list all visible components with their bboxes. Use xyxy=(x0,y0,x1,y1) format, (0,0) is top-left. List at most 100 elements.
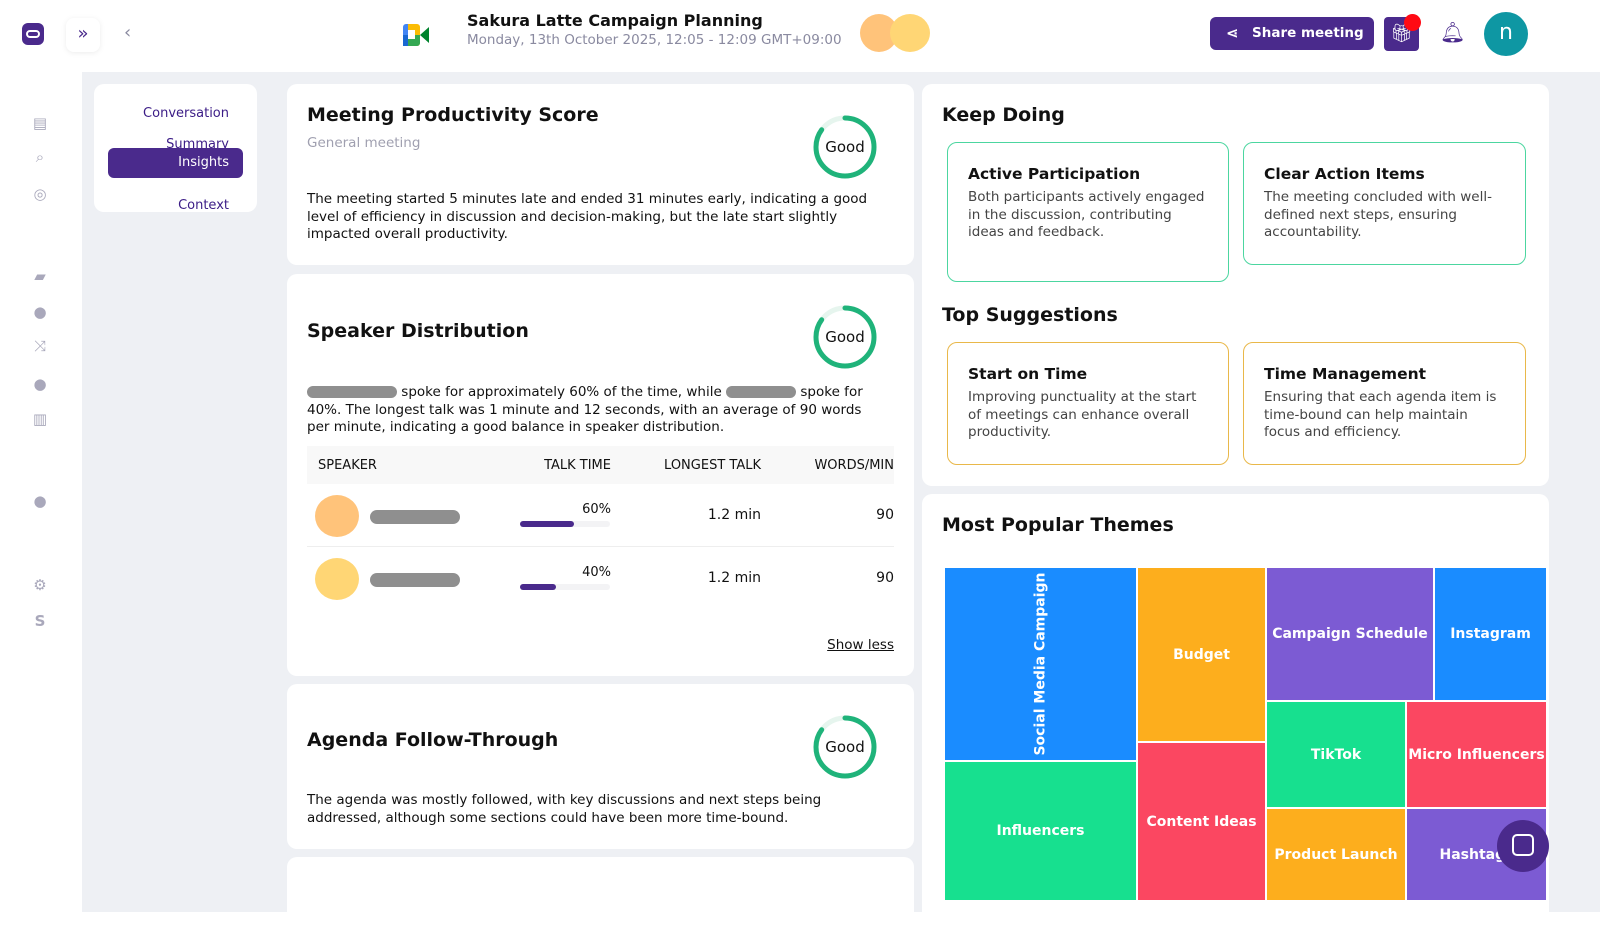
redacted-name xyxy=(726,386,797,398)
theme-influencers[interactable]: Influencers xyxy=(944,761,1137,901)
talk-time-bar xyxy=(520,521,610,527)
keep-doing-item: Clear Action Items The meeting concluded … xyxy=(1243,142,1526,265)
billing-dollar-icon[interactable]: S xyxy=(34,612,46,630)
item-text: Improving punctuality at the start of me… xyxy=(968,389,1197,440)
themes-title: Most Popular Themes xyxy=(942,514,1174,536)
redacted-speaker-name xyxy=(370,510,460,524)
item-text: The meeting concluded with well-defined … xyxy=(1264,189,1492,240)
table-row: 40% 1.2 min 90 xyxy=(307,547,894,610)
circles-icon[interactable]: ● xyxy=(33,375,47,393)
shuffle-icon[interactable]: ⤨ xyxy=(33,337,46,355)
gauge-arc xyxy=(813,115,877,179)
theme-micro-influencers[interactable]: Micro Influencers xyxy=(1406,701,1547,808)
theme-instagram[interactable]: Instagram xyxy=(1434,567,1547,701)
theme-label: Social Media Campaign xyxy=(1032,572,1049,756)
share-meeting-button[interactable]: ⋖ Share meeting xyxy=(1210,17,1374,50)
chat-icon xyxy=(1512,834,1534,856)
gauge-label: Good xyxy=(825,738,865,756)
nav-context[interactable]: Context xyxy=(178,198,229,213)
share-icon: ⋖ xyxy=(1226,24,1239,42)
col-longest-talk: LONGEST TALK xyxy=(664,458,761,473)
gauge-arc xyxy=(813,715,877,779)
theme-campaign-schedule[interactable]: Campaign Schedule xyxy=(1266,567,1434,701)
icon-sidebar: ▤ ⌕ ◎ ▰ ● ⤨ ● ▥ ● ⚙ S xyxy=(0,72,82,912)
words-per-min: 90 xyxy=(876,570,894,586)
table-row: 60% 1.2 min 90 xyxy=(307,484,894,547)
keep-doing-card: Keep Doing Active Participation Both part… xyxy=(922,84,1549,486)
card-text: The meeting started 5 minutes late and e… xyxy=(307,191,868,242)
app-logo-icon[interactable] xyxy=(22,23,44,45)
theme-content-ideas[interactable]: Content Ideas xyxy=(1137,742,1266,901)
item-text: Both participants actively engaged in th… xyxy=(968,189,1205,240)
gauge-label: Good xyxy=(825,328,865,346)
score-gauge: Good xyxy=(812,714,878,780)
card-title: Agenda Follow-Through xyxy=(307,729,559,751)
nav-insights[interactable]: Insights xyxy=(108,148,243,178)
score-gauge: Good xyxy=(812,114,878,180)
google-meet-icon xyxy=(403,24,429,46)
settings-gear-icon[interactable]: ⚙ xyxy=(33,576,47,594)
calendar-icon[interactable]: ▤ xyxy=(32,114,48,132)
chat-support-button[interactable] xyxy=(1497,820,1549,872)
search-icon[interactable]: ⌕ xyxy=(35,148,45,166)
item-title: Active Participation xyxy=(968,165,1141,183)
score-gauge: Good xyxy=(812,304,878,370)
nav-conversation[interactable]: Conversation xyxy=(143,106,229,121)
redacted-speaker-name xyxy=(370,573,460,587)
card-title: Speaker Distribution xyxy=(307,320,529,342)
words-per-min: 90 xyxy=(876,507,894,523)
bar-chart-icon[interactable]: ▥ xyxy=(32,410,48,428)
col-words-min: WORDS/MIN xyxy=(814,458,894,473)
film-reel-icon[interactable]: ◎ xyxy=(33,185,47,203)
text-part: spoke for approximately 60% of the time,… xyxy=(401,384,722,400)
card-title: Meeting Productivity Score xyxy=(307,104,599,126)
meeting-title: Sakura Latte Campaign Planning xyxy=(467,11,763,30)
section-nav: Conversation Summary Insights Context xyxy=(94,84,257,213)
text-part: spoke for xyxy=(800,384,863,400)
participant-avatar[interactable] xyxy=(890,14,930,52)
show-less-link[interactable]: Show less xyxy=(827,637,894,653)
speaker-card: Speaker Distribution Good spoke for appr… xyxy=(287,274,914,676)
smile-icon[interactable]: ● xyxy=(33,303,47,321)
productivity-card: Meeting Productivity Score General meeti… xyxy=(287,84,914,265)
longest-talk: 1.2 min xyxy=(707,507,761,523)
longest-talk: 1.2 min xyxy=(707,570,761,586)
redacted-name xyxy=(307,386,397,398)
keep-doing-item: Active Participation Both participants ac… xyxy=(947,142,1229,282)
agenda-card: Agenda Follow-Through Good The agenda wa… xyxy=(287,684,914,849)
talk-percent: 60% xyxy=(582,502,611,517)
theme-product-launch[interactable]: Product Launch xyxy=(1266,808,1406,901)
theme-tiktok[interactable]: TikTok xyxy=(1266,701,1406,808)
item-title: Time Management xyxy=(1264,365,1427,383)
keep-doing-title: Keep Doing xyxy=(942,104,1065,126)
notification-dot xyxy=(1404,14,1421,31)
card-text: The agenda was mostly followed, with key… xyxy=(307,792,822,826)
speaker-avatar xyxy=(315,495,359,537)
text-part: 40%. The longest talk was 1 minute and 1… xyxy=(307,401,862,436)
meeting-datetime: Monday, 13th October 2025, 12:05 - 12:09… xyxy=(467,32,842,48)
card-subtitle: General meeting xyxy=(307,135,421,151)
bell-icon[interactable]: 🔔︎ xyxy=(1440,20,1466,44)
gauge-arc xyxy=(813,305,877,369)
expand-sidebar-button[interactable]: » xyxy=(66,18,100,52)
main-content: Conversation Summary Insights Context Me… xyxy=(82,72,1600,937)
user-icon[interactable]: ● xyxy=(33,492,47,510)
gauge-label: Good xyxy=(825,138,865,156)
theme-social-media-campaign[interactable]: Social Media Campaign xyxy=(944,567,1137,761)
talk-time-bar xyxy=(520,584,610,590)
top-header: » ‹ Sakura Latte Campaign Planning Monda… xyxy=(0,0,1600,72)
card-text: spoke for approximately 60% of the time,… xyxy=(307,384,887,437)
back-chevron-icon[interactable]: ‹ xyxy=(124,22,132,43)
user-avatar[interactable]: n xyxy=(1484,12,1528,56)
item-text: Ensuring that each agenda item is time-b… xyxy=(1264,389,1497,440)
suggestions-title: Top Suggestions xyxy=(942,304,1118,326)
talk-percent: 40% xyxy=(582,565,611,580)
next-card xyxy=(287,857,914,937)
theme-budget[interactable]: Budget xyxy=(1137,567,1266,742)
col-speaker: SPEAKER xyxy=(318,458,377,473)
themes-treemap: Social Media Campaign Influencers Budget… xyxy=(944,567,1547,901)
themes-card: Most Popular Themes Social Media Campaig… xyxy=(922,494,1549,924)
share-label: Share meeting xyxy=(1252,25,1364,41)
chat-icon[interactable]: ▰ xyxy=(34,267,46,285)
speaker-avatar xyxy=(315,558,359,600)
